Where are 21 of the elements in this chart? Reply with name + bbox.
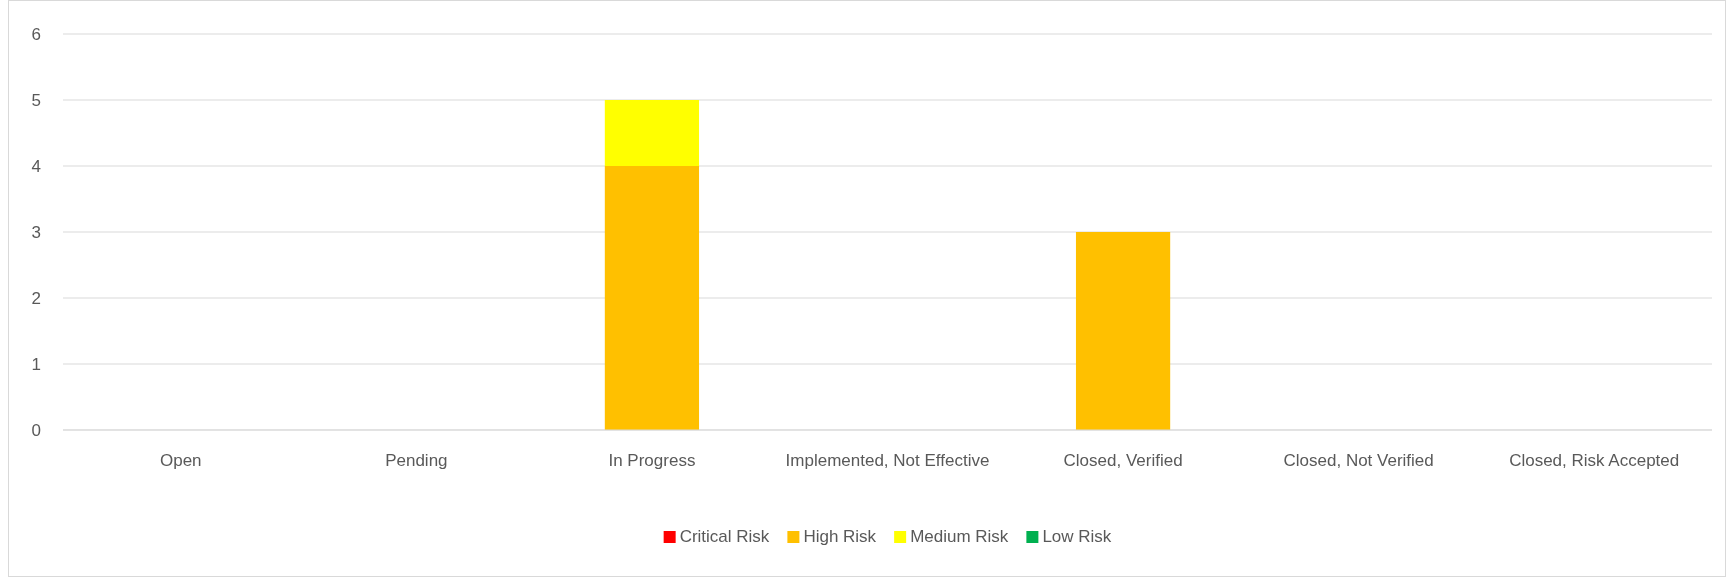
x-tick-label: Closed, Verified bbox=[1063, 451, 1183, 470]
legend-label: Low Risk bbox=[1042, 527, 1112, 546]
x-tick-label: Open bbox=[159, 451, 202, 470]
bar bbox=[1075, 232, 1171, 430]
x-tick-label: Pending bbox=[385, 451, 448, 470]
bar bbox=[604, 100, 700, 166]
legend-label: High Risk bbox=[803, 527, 877, 546]
legend-label: Critical Risk bbox=[679, 527, 770, 546]
y-tick-label: 1 bbox=[31, 354, 41, 374]
y-tick-label: 4 bbox=[31, 156, 41, 176]
legend-label: Medium Risk bbox=[910, 527, 1009, 546]
x-tick-label: In Progress bbox=[608, 451, 696, 470]
x-tick-label: Closed, Risk Accepted bbox=[1509, 451, 1680, 470]
x-tick-label: Closed, Not Verified bbox=[1283, 451, 1434, 470]
y-tick-label: 6 bbox=[31, 24, 41, 44]
y-tick-label: 3 bbox=[31, 222, 41, 242]
x-tick-label: Implemented, Not Effective bbox=[785, 451, 990, 470]
y-tick-label: 5 bbox=[31, 90, 41, 110]
bar bbox=[604, 166, 700, 430]
y-tick-label: 0 bbox=[31, 420, 41, 440]
y-tick-label: 2 bbox=[31, 288, 41, 308]
